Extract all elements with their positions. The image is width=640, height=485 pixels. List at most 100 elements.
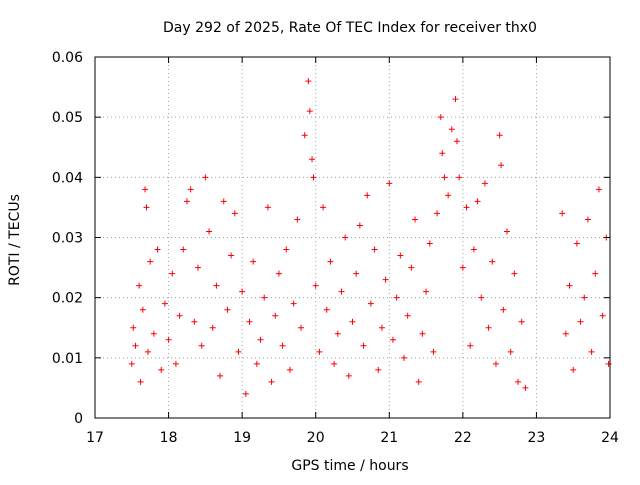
data-point	[378, 324, 385, 331]
data-point	[286, 366, 293, 373]
data-point	[165, 336, 172, 343]
x-tick-label: 21	[380, 430, 398, 446]
data-point	[279, 342, 286, 349]
data-point	[246, 318, 253, 325]
chart-title: Day 292 of 2025, Rate Of TEC Index for r…	[163, 20, 537, 36]
data-point	[253, 360, 260, 367]
data-point	[217, 372, 224, 379]
data-point	[349, 318, 356, 325]
data-point	[264, 204, 271, 211]
data-point	[364, 192, 371, 199]
data-point	[139, 306, 146, 313]
data-point	[360, 342, 367, 349]
data-point	[338, 288, 345, 295]
data-point	[231, 210, 238, 217]
data-point	[342, 234, 349, 241]
data-point	[448, 126, 455, 133]
data-point	[453, 138, 460, 145]
y-tick-label: 0.05	[52, 110, 83, 126]
data-point	[195, 264, 201, 271]
data-point	[386, 180, 393, 187]
data-point	[309, 156, 316, 163]
data-point	[588, 348, 595, 355]
data-point	[504, 228, 510, 235]
x-axis-ticks: 17 18 19 20 21 22 23 24	[86, 57, 619, 446]
data-point	[136, 282, 143, 289]
data-point	[261, 294, 268, 301]
data-point	[158, 366, 165, 373]
data-point	[161, 300, 168, 307]
data-point	[498, 162, 505, 169]
data-point	[367, 300, 374, 307]
data-point	[257, 336, 264, 343]
data-point	[595, 186, 602, 193]
data-point	[275, 270, 282, 277]
data-point	[180, 246, 187, 253]
data-point	[312, 282, 319, 289]
data-point	[345, 372, 352, 379]
data-point	[187, 186, 194, 193]
data-point	[310, 174, 317, 181]
data-point	[489, 258, 496, 265]
y-tick-label: 0.02	[52, 291, 83, 307]
data-point	[452, 96, 459, 103]
data-point	[481, 180, 488, 187]
data-point	[371, 246, 378, 253]
data-point	[570, 366, 577, 373]
data-point	[206, 228, 213, 235]
data-point	[423, 288, 430, 295]
data-point	[142, 186, 149, 193]
data-point	[439, 150, 446, 157]
data-point	[426, 240, 433, 247]
data-point	[445, 192, 452, 199]
data-point	[290, 300, 297, 307]
data-point	[298, 324, 304, 331]
data-point	[220, 198, 227, 205]
x-tick-label: 17	[86, 430, 104, 446]
data-point	[128, 360, 135, 367]
data-point	[144, 348, 151, 355]
data-point	[250, 258, 257, 265]
data-point	[389, 336, 396, 343]
data-point	[191, 318, 198, 325]
data-point	[566, 282, 573, 289]
data-point	[301, 132, 308, 139]
data-point	[441, 174, 448, 181]
y-tick-label: 0.03	[52, 231, 83, 247]
data-point	[320, 204, 327, 211]
data-point	[592, 270, 599, 277]
data-point	[316, 348, 323, 355]
x-tick-label: 20	[307, 430, 325, 446]
data-point	[577, 318, 584, 325]
data-points	[128, 78, 612, 397]
data-point	[331, 360, 338, 367]
x-tick-label: 19	[233, 430, 251, 446]
data-point	[356, 222, 363, 229]
data-point	[306, 108, 313, 115]
data-point	[419, 330, 426, 337]
y-tick-label: 0.01	[52, 351, 83, 367]
data-point	[334, 330, 341, 337]
data-point	[150, 330, 157, 337]
data-point	[327, 258, 334, 265]
data-point	[132, 342, 139, 349]
y-axis-label: ROTI / TECUs	[7, 194, 23, 286]
data-point	[496, 132, 503, 139]
data-point	[562, 330, 569, 337]
data-point	[382, 276, 389, 283]
data-point	[130, 324, 137, 331]
data-point	[456, 174, 463, 181]
data-point	[147, 258, 154, 265]
data-point	[559, 210, 566, 217]
data-point	[430, 348, 437, 355]
data-point	[239, 288, 246, 295]
data-point	[323, 306, 330, 313]
data-point	[176, 312, 183, 319]
x-tick-label: 18	[160, 430, 178, 446]
data-point	[272, 312, 279, 319]
y-tick-label: 0	[74, 411, 83, 427]
data-point	[522, 384, 529, 391]
data-point	[228, 252, 235, 259]
